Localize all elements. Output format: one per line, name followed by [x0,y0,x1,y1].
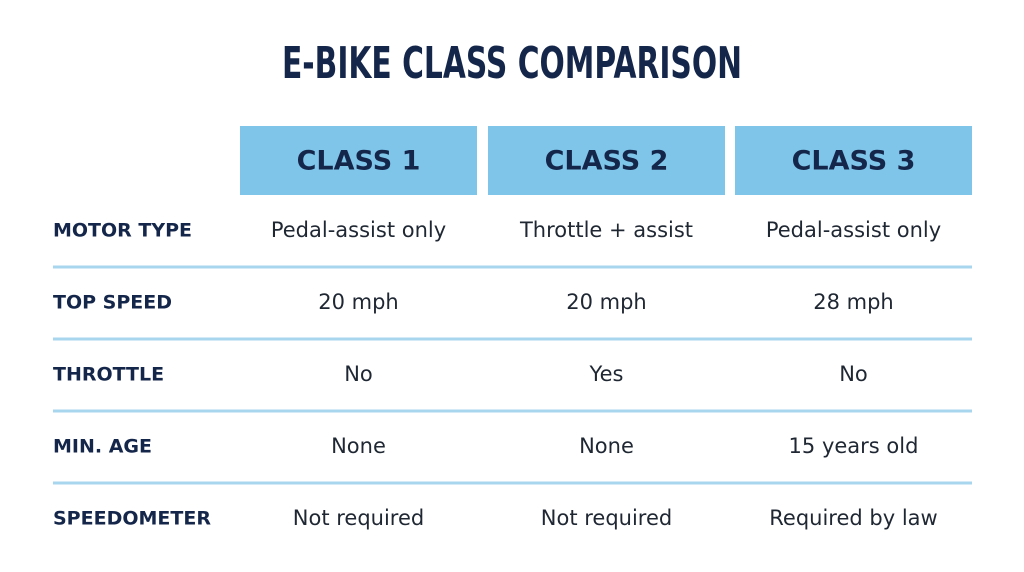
column-header: CLASS 2 [545,146,669,177]
column-header-box [735,126,972,195]
table-cell: Pedal-assist only [766,218,941,242]
row-label: TOP SPEED [53,292,172,314]
table-cell: No [344,362,373,386]
row-label: SPEEDOMETER [53,508,211,530]
column-header-box [488,126,725,195]
table-cell: No [839,362,868,386]
column-header-box [240,126,477,195]
table-cell: None [331,434,386,458]
table-cell: 15 years old [789,434,919,458]
table-cell: Not required [541,506,672,530]
column-header: CLASS 1 [297,146,421,177]
table-cell: Yes [589,362,624,386]
page-title: E-BIKE CLASS COMPARISON [282,38,742,89]
table-cell: Throttle + assist [519,218,693,242]
table-cell: Not required [293,506,424,530]
table-cell: Pedal-assist only [271,218,446,242]
table-cell: None [579,434,634,458]
table-cell: Required by law [769,506,937,530]
row-label: MOTOR TYPE [53,220,192,242]
column-header: CLASS 3 [792,146,916,177]
table-cell: 20 mph [318,290,399,314]
row-label: THROTTLE [53,364,164,386]
row-label: MIN. AGE [53,436,152,458]
table-cell: 28 mph [813,290,894,314]
table-cell: 20 mph [566,290,647,314]
